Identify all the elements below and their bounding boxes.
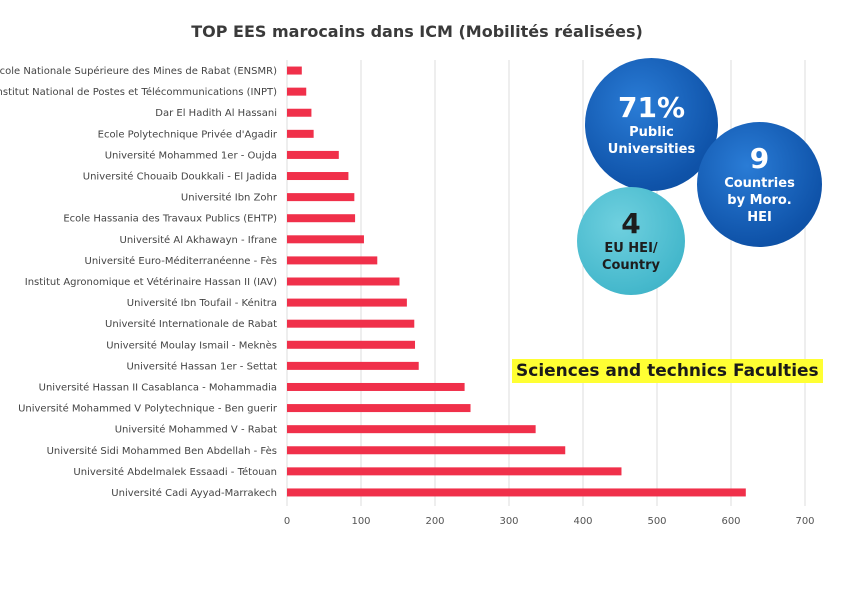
- x-tick-label: 0: [284, 516, 290, 527]
- countries-bubble: 9 Countries by Moro. HEI: [697, 122, 822, 247]
- category-label: Université Euro-Méditerranéenne - Fès: [85, 255, 277, 267]
- category-label: Université Ibn Toufail - Kénitra: [127, 297, 277, 309]
- category-label: Université Chouaib Doukkali - El Jadida: [83, 171, 277, 183]
- bars: [287, 66, 746, 497]
- x-tick-label: 200: [425, 516, 444, 527]
- bar: [287, 214, 356, 223]
- countries-line2: by Moro.: [727, 193, 792, 208]
- category-label: Ecole Polytechnique Privée d'Agadir: [98, 128, 278, 140]
- category-label: Dar El Hadith Al Hassani: [155, 108, 277, 119]
- category-labels: Ecole Nationale Supérieure des Mines de …: [0, 65, 278, 499]
- bar: [287, 87, 307, 96]
- bar: [287, 425, 536, 434]
- x-tick-label: 500: [647, 516, 666, 527]
- eu-hei-line1: EU HEI/: [604, 241, 658, 256]
- category-label: Université Hassan 1er - Settat: [126, 360, 277, 372]
- category-label: Université Abdelmalek Essaadi - Tétouan: [73, 466, 277, 478]
- category-label: Université Sidi Mohammed Ben Abdellah - …: [47, 445, 277, 457]
- x-tick-label: 100: [351, 516, 370, 527]
- category-label: Université Al Akhawayn - Ifrane: [120, 234, 277, 246]
- bar: [287, 319, 415, 328]
- category-label: Université Hassan II Casablanca - Mohamm…: [39, 381, 277, 393]
- eu-hei-count: 4: [621, 207, 641, 240]
- x-tick-labels: 0 100 200 300 400 500 600 700: [284, 516, 815, 527]
- category-label: Université Moulay Ismail - Meknès: [106, 339, 277, 351]
- countries-line1: Countries: [724, 176, 795, 191]
- bar: [287, 172, 349, 181]
- category-label: Ecole Hassania des Travaux Publics (EHTP…: [63, 214, 277, 225]
- bar: [287, 404, 471, 413]
- public-line1: Public: [629, 124, 674, 140]
- sciences-technics-highlight: Sciences and technics Faculties: [512, 359, 823, 383]
- bar: [287, 340, 416, 349]
- bar: [287, 298, 407, 307]
- category-label: Institut Agronomique et Vétérinaire Hass…: [25, 276, 277, 288]
- eu-hei-bubble: 4 EU HEI/ Country: [577, 187, 685, 295]
- bar: [287, 382, 465, 391]
- category-label: Université Mohammed 1er - Oujda: [105, 149, 277, 161]
- bar: [287, 361, 419, 370]
- category-label: Université Cadi Ayyad-Marrakech: [111, 487, 277, 499]
- x-tick-label: 300: [499, 516, 518, 527]
- eu-hei-line2: Country: [601, 258, 661, 273]
- countries-line3: HEI: [747, 210, 772, 225]
- bar: [287, 129, 314, 138]
- category-label: Université Mohammed V Polytechnique - Be…: [18, 403, 278, 415]
- bar: [287, 193, 355, 202]
- bar: [287, 108, 312, 117]
- bar: [287, 150, 339, 159]
- public-universities-bubble: 71% Public Universities: [585, 58, 718, 191]
- bar: [287, 277, 400, 286]
- bar: [287, 235, 364, 244]
- public-percent: 71%: [617, 90, 686, 124]
- bar: [287, 488, 746, 497]
- x-tick-label: 400: [573, 516, 592, 527]
- public-line2: Universities: [607, 141, 696, 157]
- category-label: Université Internationale de Rabat: [105, 318, 277, 330]
- category-label: Université Ibn Zohr: [181, 192, 278, 204]
- bar: [287, 446, 566, 455]
- category-label: Institut National de Postes et Télécommu…: [0, 86, 277, 98]
- x-tick-label: 600: [721, 516, 740, 527]
- bar: [287, 467, 622, 476]
- category-label: Université Mohammed V - Rabat: [115, 424, 277, 436]
- x-tick-label: 700: [795, 516, 814, 527]
- chart-title: TOP EES marocains dans ICM (Mobilités ré…: [191, 22, 643, 41]
- bar: [287, 66, 302, 75]
- bar: [287, 256, 378, 265]
- countries-count: 9: [749, 142, 770, 175]
- category-label: Ecole Nationale Supérieure des Mines de …: [0, 65, 277, 77]
